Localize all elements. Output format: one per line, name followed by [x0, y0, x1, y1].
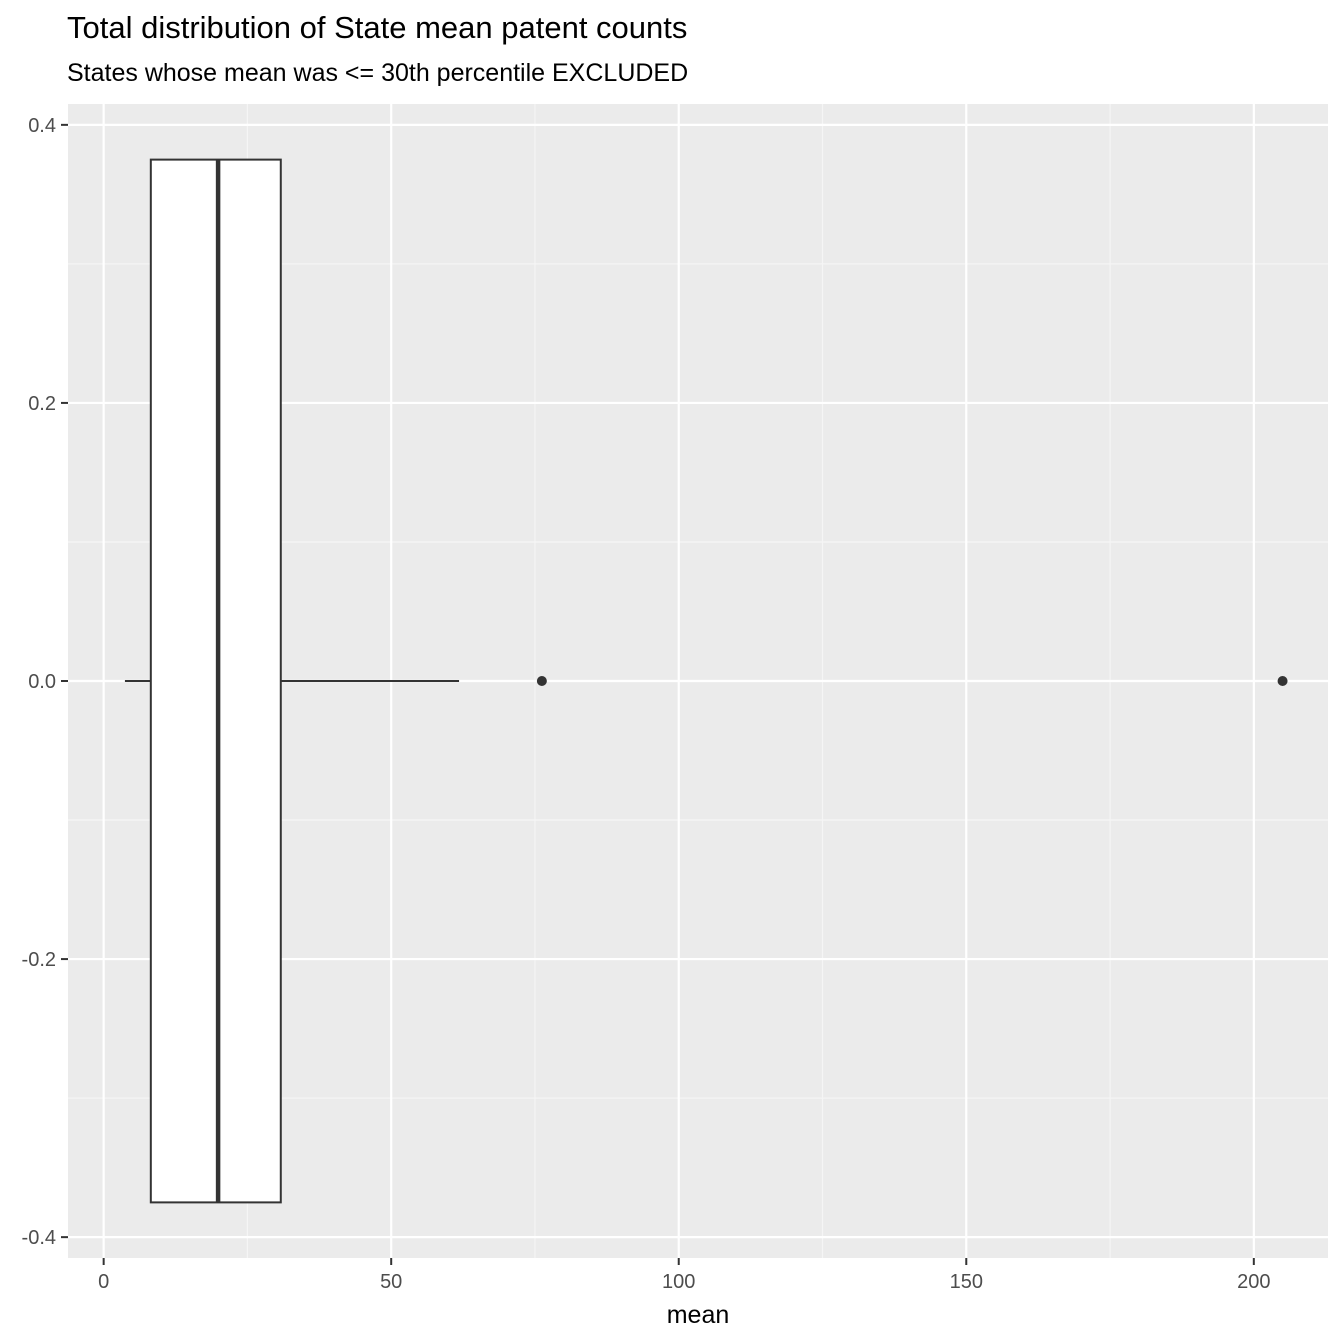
x-tick-label: 0: [98, 1271, 109, 1293]
x-tick-label: 150: [950, 1271, 983, 1293]
x-tick-label: 200: [1237, 1271, 1270, 1293]
y-tick-label: 0.4: [28, 115, 56, 137]
box-rect: [151, 160, 281, 1203]
x-axis-title: mean: [667, 1301, 730, 1329]
y-axis: 0.4 0.2 0.0 -0.2 -0.4: [22, 115, 68, 1249]
x-tick-label: 50: [380, 1271, 402, 1293]
y-tick-label: 0.2: [28, 393, 56, 415]
outlier-point: [1278, 676, 1288, 686]
y-tick-label: -0.2: [22, 949, 56, 971]
y-tick-label: 0.0: [28, 671, 56, 693]
outlier-point: [537, 676, 547, 686]
y-tick-label: -0.4: [22, 1227, 56, 1249]
x-axis: 0 50 100 150 200: [98, 1258, 1270, 1293]
x-tick-label: 100: [662, 1271, 695, 1293]
